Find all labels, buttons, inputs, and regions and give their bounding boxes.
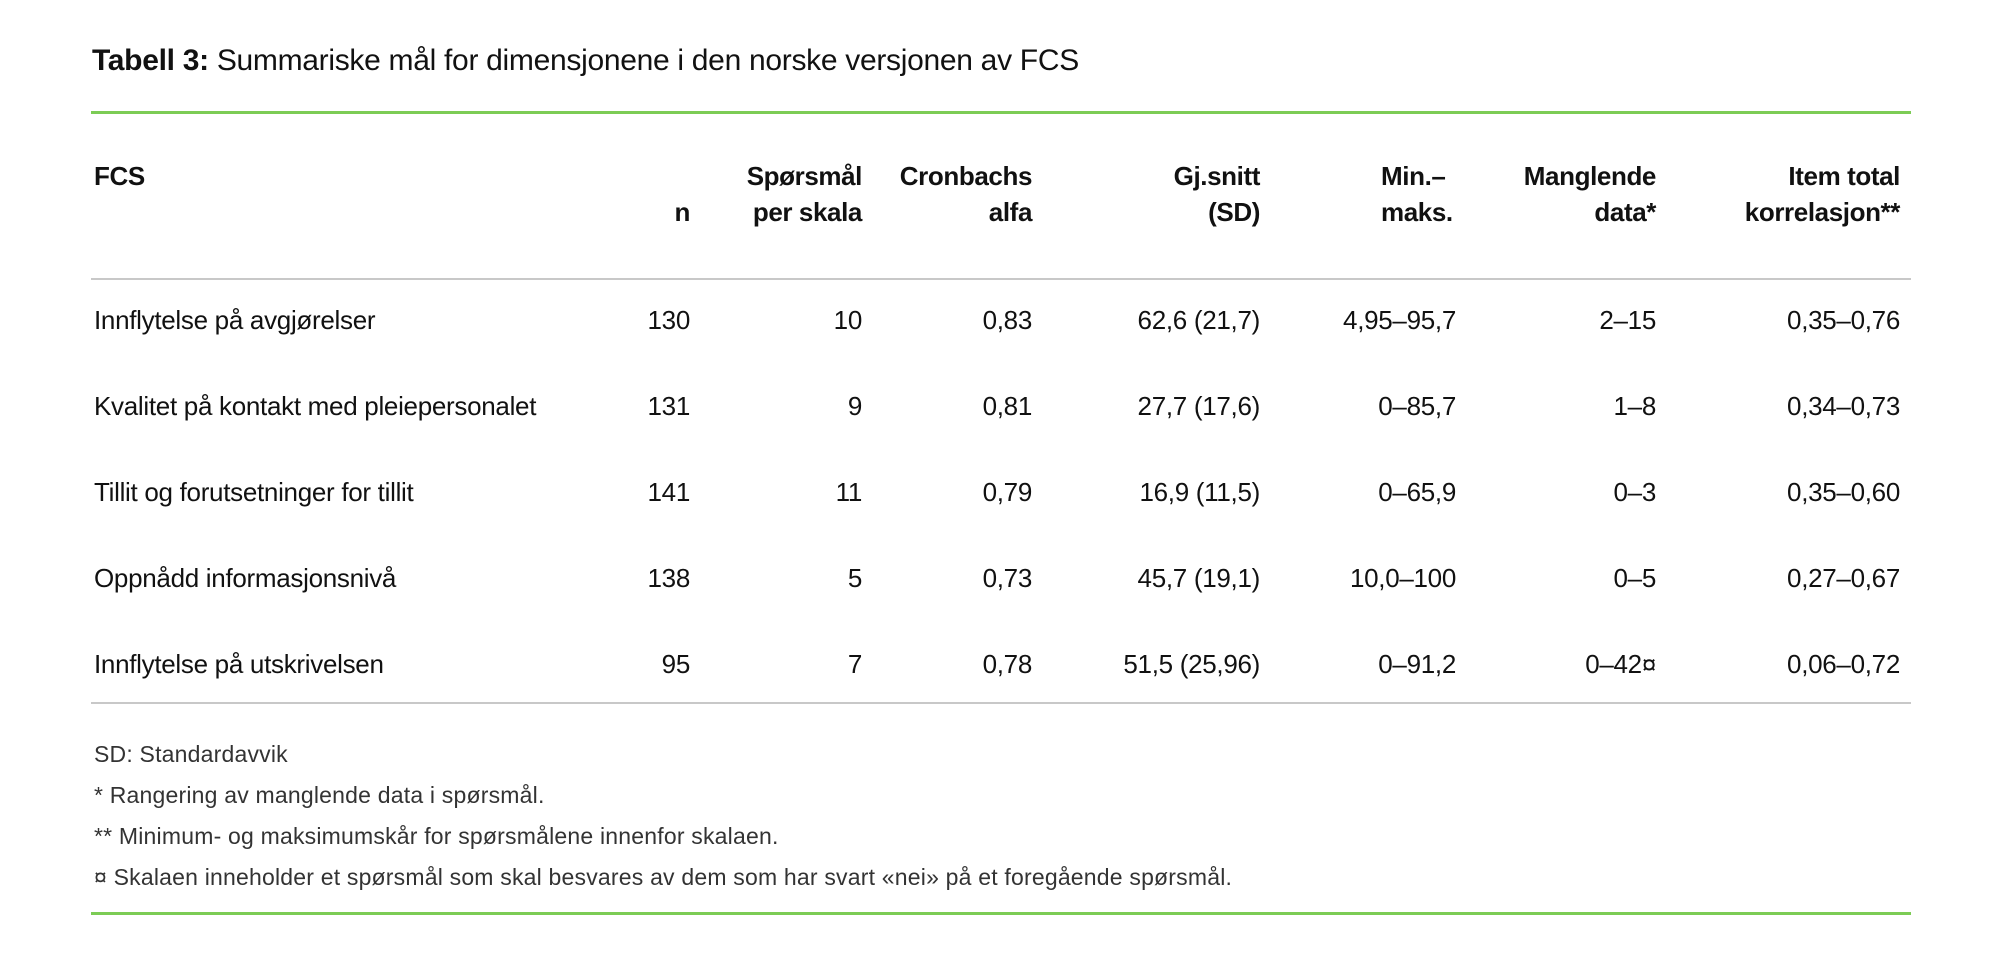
- cell-alpha: 0,78: [982, 649, 1033, 679]
- footnote-currency-sign: ¤ Skalaen inneholder et spørsmål som ska…: [94, 864, 1233, 890]
- col-header-missing-l2: data*: [1594, 197, 1656, 227]
- cell-item-total: 0,35–0,60: [1787, 477, 1900, 507]
- cell-items: 5: [847, 563, 862, 593]
- table-caption: Tabell 3: Summariske mål for dimensjonen…: [92, 44, 1079, 78]
- table-footnotes: SD: Standardavvik * Rangering av manglen…: [94, 734, 1232, 898]
- col-header-itemtotal-l1: Item total: [1788, 161, 1900, 191]
- cell-item-total: 0,35–0,76: [1787, 305, 1900, 335]
- col-header-items-l1: Spørsmål: [746, 161, 863, 191]
- cell-alpha: 0,81: [982, 391, 1033, 421]
- cell-fcs: Innflytelse på avgjørelser: [94, 305, 376, 335]
- col-header-fcs: FCS: [94, 161, 145, 191]
- cell-fcs: Tillit og forutsetninger for tillit: [94, 477, 414, 507]
- header-divider: [91, 278, 1911, 280]
- cell-items: 7: [847, 649, 862, 679]
- cell-fcs: Kvalitet på kontakt med pleiepersonalet: [94, 391, 537, 421]
- cell-min-max: 0–85,7: [1378, 391, 1456, 421]
- cell-items: 9: [847, 391, 862, 421]
- cell-n: 95: [661, 649, 691, 679]
- col-header-minmax-l2: maks.: [1381, 197, 1453, 227]
- col-header-items-l2: per skala: [752, 197, 863, 227]
- cell-n: 130: [647, 305, 691, 335]
- cell-missing: 0–42¤: [1585, 649, 1656, 679]
- col-header-missing-l1: Manglende: [1523, 161, 1657, 191]
- bottom-divider: [91, 912, 1911, 915]
- cell-n: 141: [647, 477, 691, 507]
- cell-missing: 2–15: [1599, 305, 1656, 335]
- cell-min-max: 0–91,2: [1378, 649, 1456, 679]
- cell-item-total: 0,06–0,72: [1787, 649, 1900, 679]
- col-header-mean-l1: Gj.snitt: [1173, 161, 1261, 191]
- cell-alpha: 0,73: [982, 563, 1033, 593]
- top-divider: [91, 111, 1911, 114]
- cell-missing: 0–3: [1613, 477, 1657, 507]
- cell-fcs: Innflytelse på utskrivelsen: [94, 649, 384, 679]
- cell-min-max: 0–65,9: [1378, 477, 1456, 507]
- cell-min-max: 10,0–100: [1349, 563, 1456, 593]
- cell-fcs: Oppnådd informasjonsnivå: [94, 563, 397, 593]
- cell-mean-sd: 45,7 (19,1): [1137, 563, 1261, 593]
- cell-mean-sd: 51,5 (25,96): [1123, 649, 1260, 679]
- col-header-minmax-l1: Min.–: [1381, 161, 1446, 191]
- footnote-missing: * Rangering av manglende data i spørsmål…: [94, 782, 545, 808]
- footnote-sd: SD: Standardavvik: [94, 741, 288, 767]
- body-divider: [91, 702, 1911, 704]
- cell-items: 11: [835, 477, 863, 507]
- cell-min-max: 4,95–95,7: [1343, 305, 1456, 335]
- cell-mean-sd: 27,7 (17,6): [1137, 391, 1261, 421]
- cell-items: 10: [833, 305, 863, 335]
- cell-n: 131: [647, 391, 691, 421]
- col-header-alpha-l2: alfa: [988, 197, 1033, 227]
- cell-alpha: 0,79: [982, 477, 1033, 507]
- cell-alpha: 0,83: [982, 305, 1033, 335]
- cell-item-total: 0,27–0,67: [1787, 563, 1900, 593]
- cell-missing: 0–5: [1613, 563, 1657, 593]
- caption-title: Summariske mål for dimensjonene i den no…: [208, 44, 1079, 77]
- cell-mean-sd: 62,6 (21,7): [1137, 305, 1261, 335]
- cell-n: 138: [647, 563, 691, 593]
- col-header-alpha-l1: Cronbachs: [899, 161, 1033, 191]
- cell-mean-sd: 16,9 (11,5): [1139, 477, 1260, 507]
- cell-item-total: 0,34–0,73: [1787, 391, 1900, 421]
- caption-label: Tabell 3:: [92, 44, 209, 77]
- col-header-n: n: [674, 197, 691, 227]
- col-header-itemtotal-l2: korrelasjon**: [1744, 197, 1901, 227]
- footnote-item-total: ** Minimum- og maksimumskår for spørsmål…: [94, 823, 779, 849]
- col-header-mean-l2: (SD): [1208, 197, 1260, 227]
- cell-missing: 1–8: [1613, 391, 1657, 421]
